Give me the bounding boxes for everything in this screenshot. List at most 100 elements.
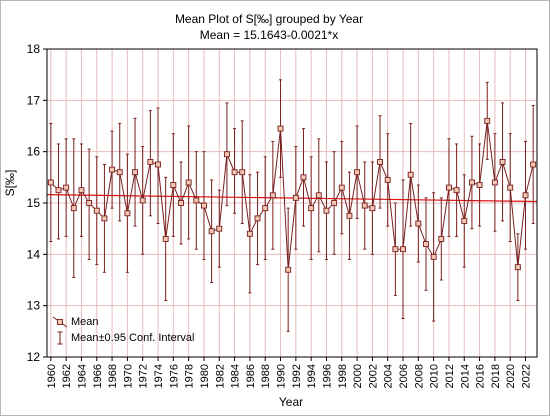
x-tick-label: 1970 bbox=[122, 364, 134, 388]
x-tick-label: 1978 bbox=[184, 364, 196, 388]
mean-marker bbox=[522, 192, 529, 199]
x-tick-label: 1980 bbox=[199, 364, 211, 388]
x-tick-label: 2004 bbox=[383, 364, 395, 388]
mean-marker bbox=[178, 200, 184, 206]
mean-marker bbox=[63, 184, 70, 191]
mean-marker bbox=[415, 220, 422, 227]
mean-marker bbox=[262, 205, 269, 212]
x-tick-label: 1972 bbox=[138, 364, 150, 388]
mean-marker bbox=[231, 169, 238, 176]
mean-marker bbox=[254, 215, 261, 222]
mean-marker bbox=[530, 161, 537, 168]
mean-marker bbox=[116, 169, 123, 176]
mean-marker bbox=[193, 197, 200, 204]
x-tick-label: 2022 bbox=[521, 364, 533, 388]
x-tick-label: 1984 bbox=[230, 364, 242, 388]
x-tick-label: 2012 bbox=[444, 364, 456, 388]
legend-mean-marker bbox=[57, 319, 63, 325]
mean-marker bbox=[507, 184, 514, 191]
mean-marker bbox=[438, 235, 445, 242]
legend-mean-label: Mean bbox=[71, 316, 99, 328]
x-tick-label: 1976 bbox=[168, 364, 180, 388]
y-tick-label: 17 bbox=[27, 93, 41, 107]
mean-marker bbox=[285, 266, 292, 273]
mean-marker bbox=[70, 205, 77, 212]
x-tick-label: 1998 bbox=[337, 364, 349, 388]
mean-marker bbox=[377, 158, 383, 165]
mean-marker bbox=[361, 202, 368, 209]
mean-marker bbox=[354, 169, 361, 176]
x-tick-label: 2018 bbox=[490, 364, 502, 388]
mean-marker bbox=[423, 241, 429, 248]
x-tick-label: 1994 bbox=[306, 364, 318, 388]
trend-line bbox=[46, 194, 538, 203]
mean-marker bbox=[201, 202, 207, 209]
mean-marker bbox=[162, 235, 169, 242]
y-tick-label: 14 bbox=[27, 247, 41, 261]
y-axis-label: S[‰] bbox=[3, 170, 17, 197]
mean-marker bbox=[453, 187, 460, 194]
mean-marker bbox=[93, 207, 100, 214]
y-tick-label: 18 bbox=[27, 42, 41, 56]
mean-marker bbox=[185, 179, 192, 186]
mean-marker bbox=[86, 200, 93, 206]
mean-marker bbox=[491, 179, 498, 186]
mean-marker bbox=[338, 184, 345, 191]
mean-marker bbox=[499, 158, 506, 165]
mean-marker bbox=[514, 264, 521, 271]
legend-ci-label: Mean±0.95 Conf. Interval bbox=[71, 332, 194, 344]
mean-marker bbox=[124, 210, 131, 217]
mean-marker bbox=[407, 171, 414, 178]
mean-marker bbox=[269, 192, 276, 199]
x-tick-label: 1966 bbox=[92, 364, 104, 388]
mean-markers bbox=[47, 117, 537, 273]
mean-marker bbox=[78, 187, 85, 194]
mean-marker bbox=[346, 212, 353, 219]
x-tick-label: 2020 bbox=[505, 364, 517, 388]
mean-marker bbox=[292, 194, 299, 201]
mean-marker bbox=[315, 192, 322, 199]
mean-marker bbox=[223, 151, 230, 158]
mean-marker bbox=[308, 205, 315, 212]
mean-marker bbox=[208, 228, 215, 235]
mean-marker bbox=[216, 225, 223, 232]
mean-marker bbox=[392, 246, 399, 253]
y-tick-label: 13 bbox=[27, 299, 41, 313]
x-tick-label: 2010 bbox=[429, 364, 441, 388]
x-tick-label: 1982 bbox=[214, 364, 226, 388]
mean-marker bbox=[147, 158, 154, 165]
x-tick-label: 2006 bbox=[398, 364, 410, 388]
x-tick-label: 2000 bbox=[352, 364, 364, 388]
mean-marker bbox=[246, 230, 253, 237]
x-tick-label: 1968 bbox=[107, 364, 119, 388]
mean-marker bbox=[331, 200, 338, 206]
x-tick-label: 1996 bbox=[321, 364, 333, 388]
mean-marker bbox=[400, 246, 406, 253]
mean-marker bbox=[384, 176, 391, 183]
mean-marker bbox=[109, 166, 116, 173]
y-tick-label: 15 bbox=[27, 196, 41, 210]
x-tick-label: 1964 bbox=[76, 364, 88, 388]
legend: Mean Mean±0.95 Conf. Interval bbox=[52, 316, 194, 345]
x-tick-label: 2016 bbox=[475, 364, 487, 388]
mean-marker bbox=[446, 184, 452, 191]
axes: 12 13 14 15 16 17 18 1960 1962 1964 1966 1968 1970 19… bbox=[27, 42, 538, 388]
x-axis-label: Year bbox=[279, 395, 303, 409]
y-tick-label: 12 bbox=[27, 350, 41, 364]
legend-ci-symbol bbox=[57, 331, 63, 345]
x-tick-label: 1962 bbox=[61, 364, 73, 388]
legend-mean-symbol bbox=[52, 316, 68, 328]
mean-marker bbox=[430, 253, 437, 260]
mean-marker bbox=[139, 197, 146, 204]
mean-marker bbox=[369, 205, 376, 212]
mean-marker bbox=[476, 182, 483, 188]
mean-marker bbox=[484, 117, 491, 124]
x-tick-label: 1960 bbox=[46, 364, 58, 388]
mean-marker bbox=[47, 179, 54, 186]
mean-marker bbox=[277, 125, 284, 132]
x-tick-label: 2008 bbox=[413, 364, 425, 388]
mean-marker bbox=[101, 215, 108, 222]
mean-marker bbox=[461, 218, 468, 224]
mean-marker bbox=[468, 179, 475, 186]
mean-marker bbox=[170, 182, 177, 188]
